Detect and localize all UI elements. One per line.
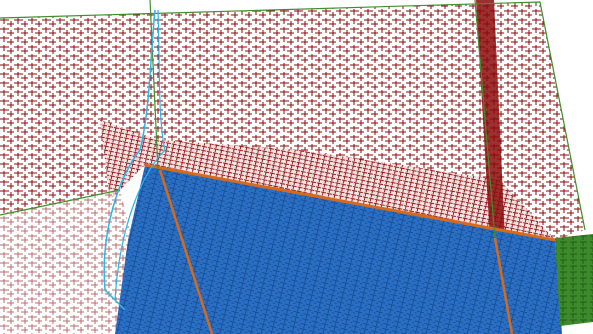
green-mesh [555, 234, 593, 326]
mesh-view [0, 0, 593, 334]
page [0, 0, 593, 334]
red-mesh-lower [0, 190, 130, 334]
